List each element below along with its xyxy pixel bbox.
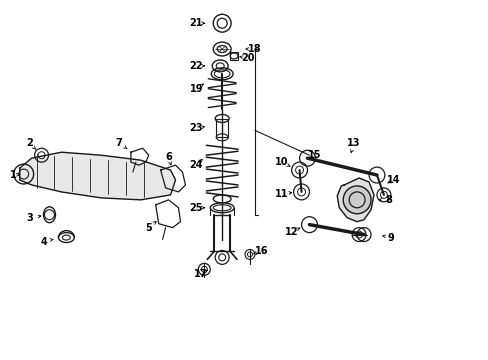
Text: 25: 25 <box>189 203 203 213</box>
Text: 15: 15 <box>307 150 321 160</box>
Text: 5: 5 <box>145 222 152 233</box>
Text: 10: 10 <box>274 157 288 167</box>
Text: 22: 22 <box>189 61 203 71</box>
Text: 3: 3 <box>26 213 33 223</box>
Text: 9: 9 <box>386 233 393 243</box>
Polygon shape <box>337 178 373 222</box>
Text: 17: 17 <box>193 269 207 279</box>
Text: 23: 23 <box>189 123 203 134</box>
Polygon shape <box>20 152 175 200</box>
Text: 2: 2 <box>26 138 33 148</box>
Text: 11: 11 <box>274 189 288 199</box>
Text: 24: 24 <box>189 160 203 170</box>
Text: 12: 12 <box>285 226 298 237</box>
Text: 16: 16 <box>255 247 268 256</box>
Text: 6: 6 <box>165 152 172 162</box>
Text: 1: 1 <box>10 170 17 180</box>
Text: 13: 13 <box>346 138 360 148</box>
Bar <box>216 120 228 137</box>
Text: 19: 19 <box>189 84 203 94</box>
Text: 7: 7 <box>115 138 122 148</box>
Circle shape <box>343 186 370 214</box>
Text: 4: 4 <box>40 237 47 247</box>
Text: 8: 8 <box>385 195 391 205</box>
Text: 18: 18 <box>247 44 261 54</box>
Text: 21: 21 <box>189 18 203 28</box>
Text: 14: 14 <box>386 175 400 185</box>
Bar <box>230 52 238 60</box>
Text: 20: 20 <box>241 53 254 63</box>
